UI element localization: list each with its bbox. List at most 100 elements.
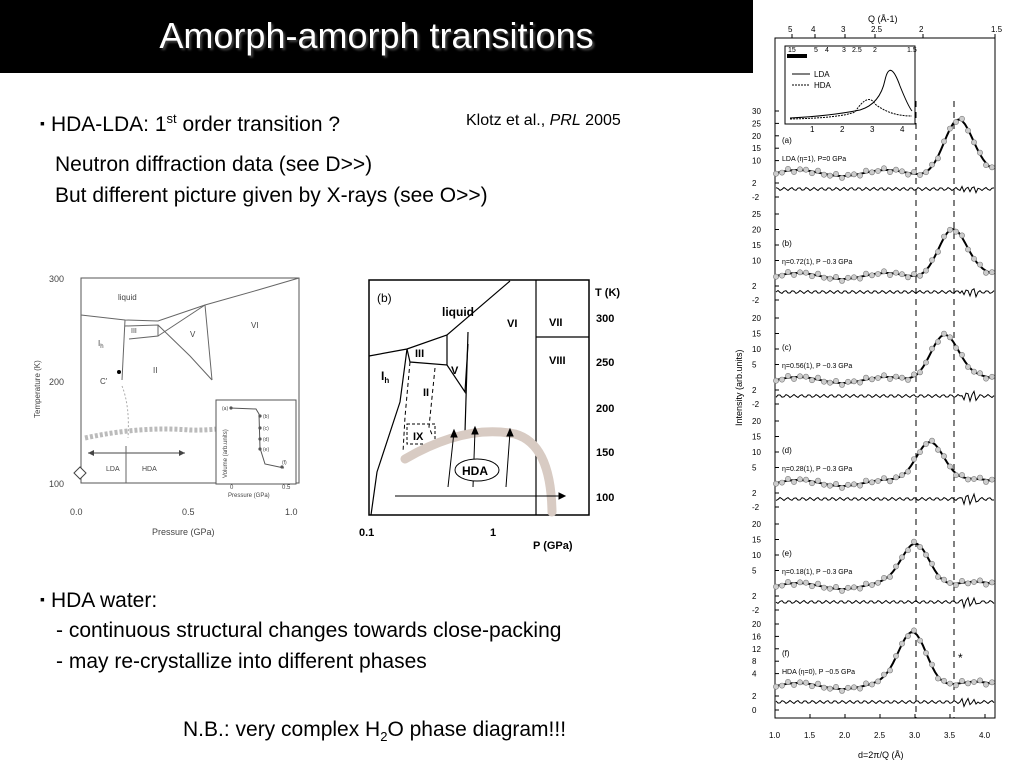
hda-ellipse bbox=[454, 458, 500, 482]
inset-xtick-05: 0.5 bbox=[282, 485, 291, 491]
panel-data-point bbox=[779, 582, 785, 589]
top-tick-label: 5 bbox=[788, 25, 793, 34]
panel-data-point bbox=[929, 161, 935, 168]
label-ih: Ih bbox=[381, 369, 389, 385]
panel-data-point bbox=[785, 165, 791, 172]
panel-data-point bbox=[803, 269, 809, 276]
panel-ytick: 15 bbox=[752, 241, 761, 250]
arrowhead-bottom bbox=[558, 492, 567, 500]
panel-data-point bbox=[923, 551, 929, 558]
panel-ytick: 4 bbox=[752, 670, 757, 679]
legend-lda: LDA bbox=[814, 70, 830, 79]
panel-data-point bbox=[953, 119, 959, 125]
panel-data-point bbox=[887, 667, 893, 674]
panel-ytick: 5 bbox=[752, 464, 757, 473]
panel-data-point bbox=[869, 272, 875, 279]
top-tick-label: 4 bbox=[811, 25, 816, 34]
panel-ytick: 2 bbox=[752, 282, 757, 291]
label-ix: IX bbox=[413, 431, 424, 443]
panel-data-point bbox=[881, 475, 887, 481]
panel-data-point bbox=[773, 273, 779, 280]
panel-data-point bbox=[947, 125, 953, 132]
xray-line: But different picture given by X-rays (s… bbox=[55, 184, 488, 207]
inset-curve bbox=[229, 407, 285, 469]
panel-difference-curve bbox=[775, 185, 995, 195]
panel-data-point bbox=[875, 271, 881, 277]
panel-data-point bbox=[803, 679, 809, 686]
inset-label-b: (b) bbox=[263, 414, 269, 420]
panel-ytick: 20 bbox=[752, 132, 761, 141]
panel-data-point bbox=[911, 627, 917, 634]
melting-line bbox=[368, 280, 511, 357]
panel-data-point bbox=[893, 563, 899, 570]
top-tick-label: 2.5 bbox=[871, 25, 883, 34]
panel-data-point bbox=[863, 270, 869, 277]
figure-diffraction-stack: Q (Å-1) 5 4 3 2.5 2 1.5 15 5 4 3 2.5 2 1.5 LDA HDA … bbox=[734, 14, 1003, 760]
label-liquid: liquid bbox=[442, 305, 474, 319]
panel-data-point bbox=[989, 164, 995, 171]
panel-data-point bbox=[929, 345, 935, 352]
panel-data-point bbox=[881, 372, 887, 379]
panel-label: η=0.56(1), P ~0.3 GPa bbox=[782, 363, 852, 370]
panel-ytick: 10 bbox=[752, 551, 761, 560]
panel-data-point bbox=[953, 344, 959, 351]
panel-data-point bbox=[905, 171, 911, 178]
panel-data-point bbox=[941, 677, 947, 684]
bottom-axis-ticks: 1.0 1.5 2.0 2.5 3.0 3.5 4.0 bbox=[769, 714, 991, 740]
panel-data-point bbox=[959, 232, 965, 239]
bottom-tick-label: 1.0 bbox=[769, 731, 781, 740]
label-v: V bbox=[451, 365, 459, 377]
panel-data-point bbox=[947, 463, 953, 470]
panel-data-point bbox=[827, 685, 833, 692]
panel-ytick: 5 bbox=[752, 361, 757, 370]
panel-data-point bbox=[887, 272, 893, 278]
panel-data-point bbox=[917, 369, 923, 376]
bullet1-post: order transition ? bbox=[176, 113, 341, 136]
panel-data-point bbox=[977, 474, 983, 481]
panel-data-point bbox=[881, 671, 887, 678]
inset-top-ticks: 15 5 4 3 2.5 2 1.5 bbox=[787, 47, 917, 58]
point-c bbox=[117, 370, 121, 374]
boundary-ii-right bbox=[428, 367, 436, 438]
panel-data-point bbox=[857, 379, 863, 386]
panel-data-point bbox=[899, 168, 905, 175]
panel-ytick: 20 bbox=[752, 417, 761, 426]
panel-ytick: 2 bbox=[752, 692, 757, 701]
label-c: C' bbox=[100, 377, 108, 386]
inset-frame bbox=[784, 45, 916, 125]
panel-data-point bbox=[851, 481, 857, 488]
panel-data-point bbox=[947, 334, 953, 341]
inset-point-f bbox=[280, 465, 284, 469]
label-vi: VI bbox=[507, 318, 517, 330]
panel-data-point bbox=[911, 456, 917, 462]
panel-ytick: 16 bbox=[752, 632, 761, 641]
panel-data-point bbox=[785, 579, 791, 585]
panel-ytick: 25 bbox=[752, 119, 761, 128]
panel-data-point bbox=[959, 578, 965, 584]
nb-post: O phase diagram!!! bbox=[387, 718, 567, 741]
panel-data-point bbox=[833, 170, 839, 177]
t-tick-150: 150 bbox=[596, 447, 614, 459]
top-axis-ticks: 5 4 3 2.5 2 1.5 bbox=[788, 25, 1003, 38]
panel-ytick: -2 bbox=[752, 503, 760, 512]
panel-data-point bbox=[875, 168, 881, 174]
panel-data-point bbox=[989, 679, 995, 686]
xtick-0: 0.0 bbox=[70, 507, 83, 517]
label-lda: LDA bbox=[106, 466, 120, 473]
panel-data-point bbox=[965, 363, 971, 370]
panel-data-point bbox=[977, 577, 983, 584]
panel-ytick: 15 bbox=[752, 433, 761, 442]
panel-data-point bbox=[833, 377, 839, 384]
panel-data-point bbox=[983, 375, 989, 382]
boundary-v-ii bbox=[157, 324, 213, 381]
panel-data-point bbox=[791, 479, 797, 485]
panel-data-point bbox=[845, 684, 851, 691]
panel-label: LDA (η=1), P=0 GPa bbox=[782, 156, 846, 163]
panel-data-point bbox=[929, 661, 935, 668]
panel-data-point bbox=[893, 166, 899, 173]
panel-ytick: 2 bbox=[752, 179, 757, 188]
panel-data-point bbox=[815, 270, 821, 277]
bullet1-text: HDA-LDA: 1 bbox=[50, 113, 167, 136]
panel-data-point bbox=[923, 441, 929, 447]
panel-data-point bbox=[785, 268, 791, 275]
